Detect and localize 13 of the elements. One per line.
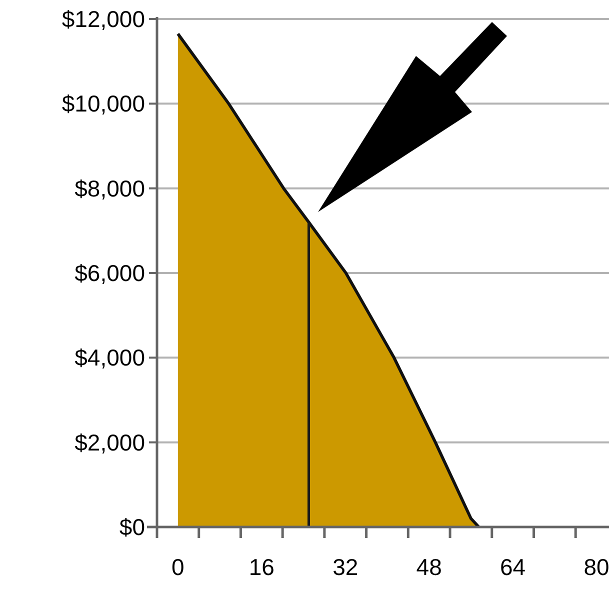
y-tick-label: $12,000 [62,6,145,32]
x-tick-label: 16 [248,554,274,580]
y-tick-label: $6,000 [74,260,145,286]
x-tick-label: 64 [500,554,526,580]
y-tick-label: $4,000 [74,344,145,371]
x-tick-label: 0 [172,554,184,580]
x-tick-label: 32 [332,554,358,580]
y-tick-label: $0 [119,514,145,540]
y-tick-label: $2,000 [74,429,145,456]
x-tick-label: 80 [584,554,609,580]
y-tick-label: $8,000 [74,175,145,202]
x-tick-label: 48 [416,554,442,580]
y-tick-label: $10,000 [62,90,145,117]
